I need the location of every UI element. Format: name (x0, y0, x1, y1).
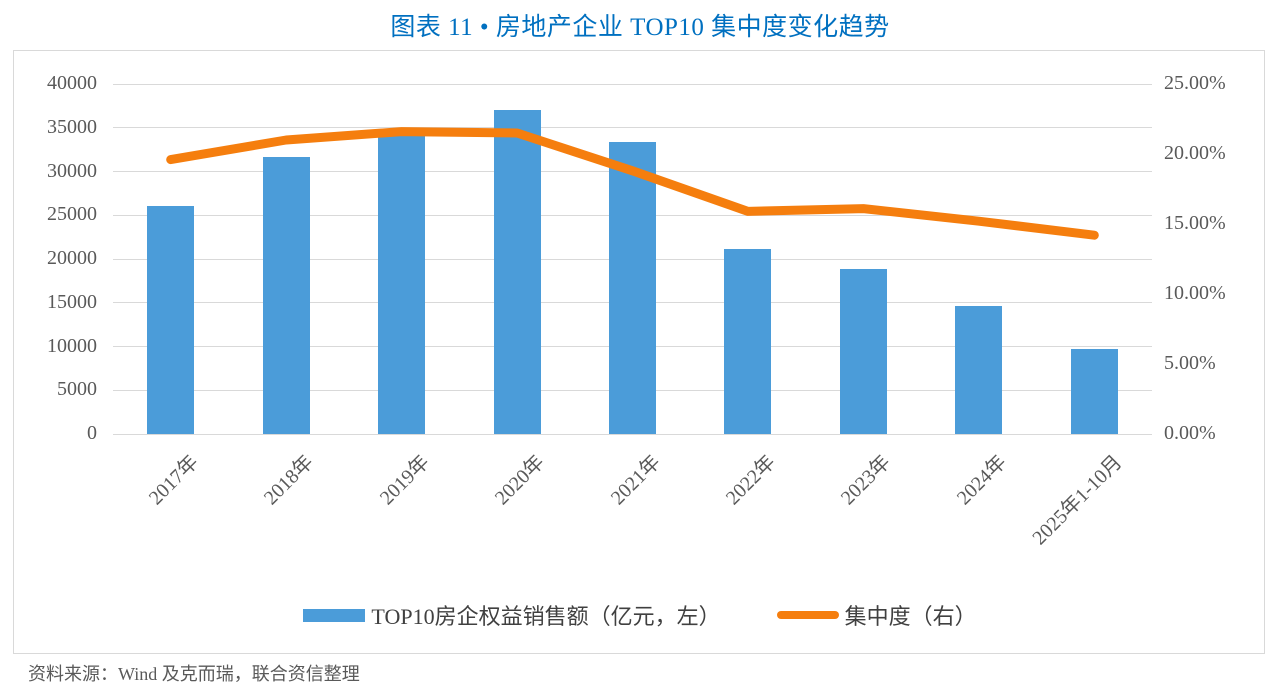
bar-2020年 (493, 110, 541, 434)
legend-item-bar-series: TOP10房企权益销售额（亿元，左） (303, 599, 721, 631)
right-axis-tick-label: 25.00% (1164, 72, 1226, 94)
right-axis-tick-label: 15.00% (1164, 212, 1226, 234)
right-axis-tick-label: 10.00% (1164, 282, 1226, 304)
bar-series-label: TOP10房企权益销售额（亿元，左） (371, 604, 721, 629)
gridline (113, 83, 1152, 85)
bar-2019年 (378, 135, 426, 434)
left-axis-tick-label: 5000 (57, 378, 97, 401)
left-axis-tick-label: 30000 (47, 159, 97, 182)
left-axis-tick-label: 25000 (47, 203, 97, 226)
source-note: 资料来源：Wind 及克而瑞，联合资信整理 (28, 664, 360, 684)
left-axis-tick-label: 20000 (47, 247, 97, 269)
bar-2017年 (147, 205, 195, 434)
bar-2018年 (262, 157, 310, 434)
line-series-swatch (776, 611, 839, 619)
gridline (113, 433, 1152, 435)
legend: TOP10房企权益销售额（亿元，左） 集中度（右） (0, 599, 1280, 631)
left-axis-tick-label: 40000 (47, 72, 97, 94)
right-axis-tick-label: 20.00% (1164, 142, 1226, 164)
bar-2024年 (955, 305, 1003, 434)
bar-2021年 (609, 141, 656, 434)
gridline (113, 127, 1152, 129)
bar-2025年1-10月 (1070, 349, 1118, 434)
left-axis-tick-label: 15000 (47, 290, 97, 313)
line-series-label: 集中度（右） (844, 604, 977, 629)
right-axis-tick-label: 5.00% (1164, 352, 1216, 374)
bar-2022年 (724, 248, 772, 434)
left-axis-tick-label: 10000 (47, 334, 97, 357)
bar-2023年 (839, 269, 887, 434)
legend-item-line-series: 集中度（右） (776, 599, 977, 631)
chart-title: 图表 11 • 房地产企业 TOP10 集中度变化趋势 (390, 14, 890, 41)
bar-series-swatch (303, 608, 366, 622)
right-axis-tick-label: 0.00% (1164, 422, 1216, 444)
left-axis-tick-label: 35000 (47, 115, 97, 138)
left-axis-tick-label: 0 (87, 422, 97, 444)
